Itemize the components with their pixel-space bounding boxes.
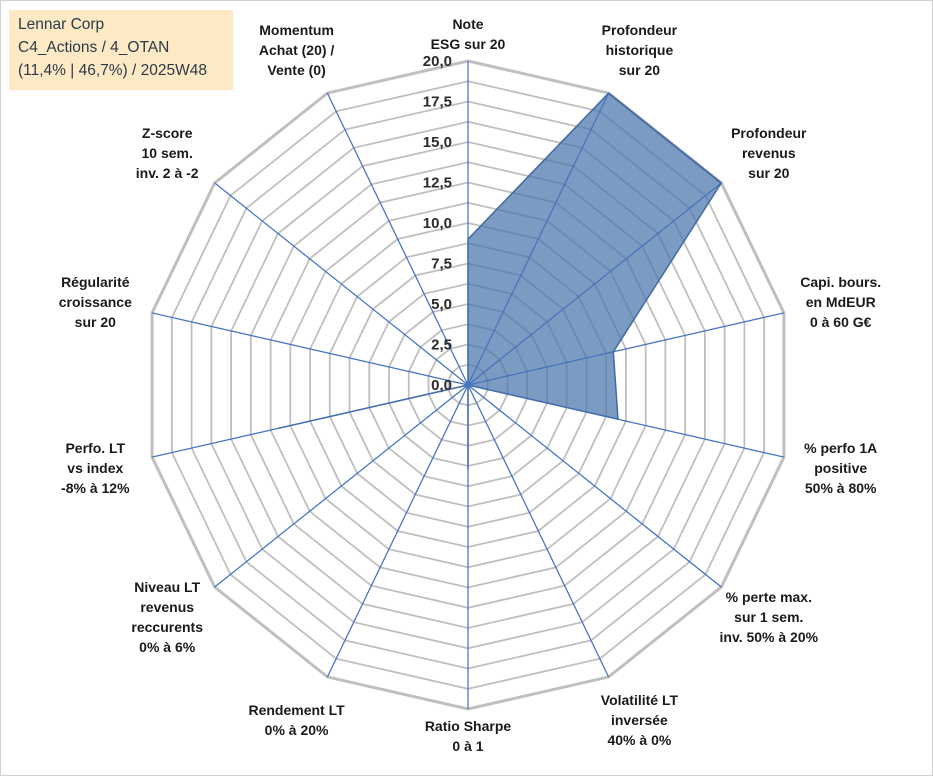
info-company: Lennar Corp [18,16,105,33]
tick-label: 20,0 [423,53,452,70]
info-box: Lennar Corp C4_Actions / 4_OTAN (11,4% |… [9,10,233,90]
axis-label-line: revenus [140,599,194,615]
axis-label-line: ESG sur 20 [431,36,506,52]
axis-label-line: -8% à 12% [61,480,130,496]
axis-label-line: en MdEUR [806,294,876,310]
axis-label: Profondeur revenus sur 20 [731,125,807,181]
radar-series [151,61,785,709]
axis-spoke-overlay [467,182,722,386]
axis-label-line: croissance [59,294,132,310]
axis-label: Niveau LT revenus reccurents 0% à 6% [131,579,203,655]
tick-label: 5,0 [431,296,452,313]
axis-label-line: 50% à 80% [805,480,877,496]
axis-spoke-overlay [326,92,469,386]
tick-label: 15,0 [423,134,452,151]
axis-label-line: inv. 50% à 20% [720,629,819,645]
axis-label-line: Capi. bours. [800,274,881,290]
axis-label-line: sur 20 [748,165,789,181]
axis-label-line: inversée [611,712,668,728]
axis-label-line: revenus [742,145,796,161]
axis-label: % perte max. sur 1 sem. inv. 50% à 20% [720,589,819,645]
info-portfolio: C4_Actions / 4_OTAN [18,39,170,56]
tick-label: 12,5 [423,175,452,192]
axis-label-line: % perte max. [726,589,812,605]
axis-label-line: 0 à 1 [452,738,483,754]
axis-spoke-overlay [467,384,610,678]
axis-spoke-overlay [467,384,722,588]
axis-label-line: 0% à 6% [139,639,196,655]
axis-spoke-overlay [214,384,469,588]
axis-label-line: positive [814,460,867,476]
axis-label-line: 40% à 0% [607,732,671,748]
axis-label-line: 10 sem. [142,145,193,161]
axis-label: % perfo 1A positive 50% à 80% [804,440,877,496]
axis-spoke-overlay [467,384,785,458]
axis-spoke-overlay [151,384,469,458]
axis-label-line: sur 1 sem. [734,609,803,625]
tick-label: 10,0 [423,215,452,232]
radar-axis-labels: Note ESG sur 20 Profondeur historique sur 20… [59,16,881,754]
axis-label-line: reccurents [131,619,203,635]
axis-label-line: vs index [67,460,123,476]
axis-label-line: inv. 2 à -2 [136,165,199,181]
axis-label-line: Achat (20) / [259,42,335,58]
tick-label: 2,5 [431,337,452,354]
axis-label-line: Niveau LT [134,579,200,595]
axis-label-line: 0% à 20% [265,722,329,738]
axis-label-line: Perfo. LT [65,440,125,456]
axis-label-line: Volatilité LT [601,692,679,708]
axis-label: Rendement LT 0% à 20% [248,702,345,738]
axis-label-line: Régularité [61,274,130,290]
axis-label: Z-score 10 sem. inv. 2 à -2 [136,125,199,181]
axis-label-line: Ratio Sharpe [425,718,512,734]
axis-label: Régularité croissance sur 20 [59,274,132,330]
axis-label-line: Z-score [142,125,193,141]
axis-label-line: Profondeur [731,125,807,141]
axis-label: Volatilité LT inversée 40% à 0% [601,692,679,748]
axis-spoke-overlay [467,312,785,386]
tick-label: 0,0 [431,377,452,394]
axis-spoke-overlay [467,92,610,386]
axis-label-line: Rendement LT [248,702,345,718]
axis-label-line: Vente (0) [267,62,325,78]
axis-label: Capi. bours. en MdEUR 0 à 60 G€ [800,274,881,330]
axis-label: Profondeur historique sur 20 [602,22,678,78]
axis-label-line: sur 20 [75,314,116,330]
radar-tick-labels: 0,0 2,5 5,0 7,5 10,0 12,5 15,0 17,5 20,0 [423,53,452,394]
axis-label-line: sur 20 [619,62,660,78]
axis-label: Perfo. LT vs index -8% à 12% [61,440,130,496]
axis-label-line: Profondeur [602,22,678,38]
tick-label: 7,5 [431,256,452,273]
axis-label-line: Note [452,16,483,32]
axis-label: Ratio Sharpe 0 à 1 [425,718,512,754]
axis-spoke-overlay [214,182,469,386]
axis-label: Note ESG sur 20 [431,16,506,52]
axis-label-line: % perfo 1A [804,440,877,456]
axis-label-line: Momentum [259,22,334,38]
axis-spoke-overlay [326,384,469,678]
axis-label-line: historique [606,42,674,58]
axis-label: Momentum Achat (20) / Vente (0) [259,22,335,78]
axis-spoke-overlay [151,312,469,386]
info-stats: (11,4% | 46,7%) / 2025W48 [18,62,207,79]
axis-label-line: 0 à 60 G€ [810,314,872,330]
tick-label: 17,5 [423,94,452,111]
